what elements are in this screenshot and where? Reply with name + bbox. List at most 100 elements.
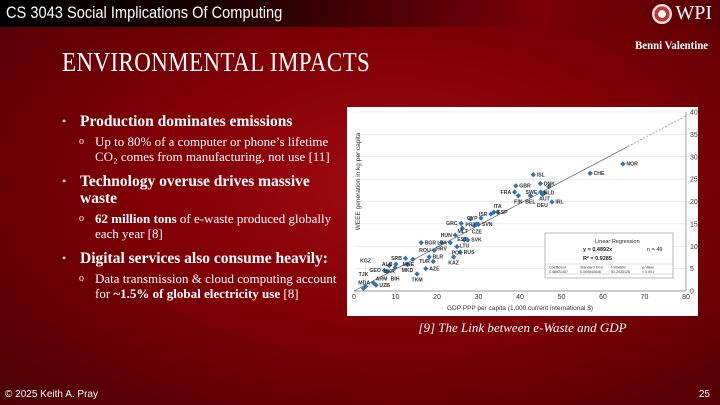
regression-n: n = 49 <box>647 247 662 253</box>
bullet-item: Technology overuse drives massive waste <box>62 173 342 207</box>
regression-value: < 0.001 <box>642 270 654 274</box>
point-label: NLD <box>544 190 555 196</box>
point-label: AUT <box>539 197 550 203</box>
data-point <box>414 271 420 277</box>
y-tick-label: 0 <box>690 289 694 296</box>
data-point <box>530 171 536 178</box>
point-label: POL <box>452 250 463 256</box>
y-tick-label: 25 <box>690 177 698 184</box>
point-label: SVN <box>482 222 493 228</box>
point-label: HUN <box>441 233 452 239</box>
point-label: TJK <box>359 272 369 278</box>
point-label: ISR <box>479 212 488 218</box>
x-tick-label: 10 <box>392 294 400 301</box>
sub-bullet-text: 62 million tons <box>95 211 177 226</box>
point-label: EST <box>457 237 468 243</box>
point-label: TUR <box>419 259 430 265</box>
point-label: CZE <box>472 230 483 236</box>
data-point <box>393 261 399 267</box>
wpi-logo-text: WPI <box>675 2 712 24</box>
data-point <box>620 161 626 167</box>
x-tick-label: 70 <box>641 294 649 301</box>
point-label: KGZ <box>360 258 372 264</box>
sub-bullet-marker-icon: o <box>79 273 84 284</box>
regression-header: Standard Error <box>580 266 604 270</box>
sub-bullet-text: Up to 80% of a computer or phone’s lifet… <box>95 134 330 164</box>
regression-line-extension <box>627 115 687 147</box>
point-label: MDA <box>358 281 370 287</box>
point-label: GEO <box>369 268 381 274</box>
regression-header: p-Value <box>642 266 654 270</box>
wpi-logo: WPI <box>652 2 712 25</box>
point-label: DNK <box>544 181 555 187</box>
x-tick-label: 20 <box>433 294 441 301</box>
x-tick-label: 30 <box>475 294 483 301</box>
x-tick-label: 40 <box>516 294 524 301</box>
point-label: SRB <box>391 256 402 262</box>
sub-bullet-item: o Up to 80% of a computer or phone’s life… <box>62 134 342 164</box>
data-point <box>426 254 432 260</box>
point-label: MNE <box>403 262 415 268</box>
regression-header: t-Statistic <box>611 266 626 270</box>
point-label: UZB <box>379 283 390 289</box>
sub-bullet-text: ~1.5% of global electricity use <box>113 286 281 301</box>
point-label: CYP <box>467 216 478 222</box>
sub-bullet-item: o Data transmission & cloud computing acc… <box>62 271 342 301</box>
x-tick-label: 0 <box>352 294 356 301</box>
point-label: BIH <box>391 276 400 282</box>
sub-bullet-text: [8] <box>280 286 299 301</box>
page-number: 25 <box>698 389 710 400</box>
author-name: Benni Valentine <box>635 38 708 52</box>
data-point <box>402 255 409 262</box>
sub-bullet-text: of e-waste produced globally each year [… <box>95 211 332 241</box>
point-label: SVK <box>471 238 482 244</box>
y-tick-label: 5 <box>690 266 694 273</box>
point-label: GRC <box>446 221 458 227</box>
point-label: ARM <box>376 276 388 282</box>
point-label: ROU <box>419 248 431 254</box>
data-point <box>549 199 555 205</box>
point-label: UKR <box>384 269 395 275</box>
regression-equation: y = 0.4892x <box>583 247 613 253</box>
data-point <box>423 265 429 272</box>
course-title: CS 3043 Social Implications Of Computing <box>6 3 283 22</box>
bullet-list: Production dominates emissions o Up to 80%… <box>62 113 342 310</box>
sub-bullet-marker-icon: o <box>79 213 84 224</box>
point-label: GBR <box>519 184 531 190</box>
point-label: NOR <box>626 162 638 168</box>
data-point <box>537 180 544 187</box>
data-point <box>471 222 478 229</box>
point-label: BGR <box>425 240 437 246</box>
scatter-chart: 0 5 10 15 20 25 30 35 40 0 10 20 30 40 50 60 70 80 GDP PPP… <box>352 110 698 313</box>
point-label: ITA <box>494 204 502 210</box>
point-label: LTU <box>460 244 470 250</box>
point-label: AZE <box>429 266 440 272</box>
point-label: LVA <box>437 240 447 246</box>
data-point <box>515 192 522 199</box>
point-label: PRT <box>465 223 476 229</box>
data-point <box>511 189 518 195</box>
point-label: FIN <box>514 199 523 205</box>
sub-bullet-text: Data transmission & cloud computing acco… <box>95 271 337 301</box>
regression-header: Coefficient <box>549 266 566 270</box>
top-banner <box>0 0 720 27</box>
data-point <box>450 254 457 260</box>
ewaste-gdp-chart: 0 5 10 15 20 25 30 35 40 0 10 20 30 40 50 60 70 80 GDP PPP… <box>347 107 698 316</box>
point-label: MLT <box>457 229 468 235</box>
chart-caption: [9] The Link between e-Waste and GDP <box>418 320 627 335</box>
point-label: CHE <box>594 171 605 177</box>
point-label: TKM <box>411 278 422 284</box>
y-tick-label: 30 <box>690 154 698 161</box>
x-tick-label: 50 <box>558 294 566 301</box>
x-tick-label: 80 <box>682 294 690 301</box>
data-point <box>587 170 593 176</box>
bullet-item: Digital services also consume heavily: <box>62 250 342 267</box>
data-point <box>447 239 453 246</box>
point-label: DEU <box>537 203 548 209</box>
point-label: BEL <box>525 199 536 205</box>
regression-box <box>544 232 674 279</box>
sub-bullet-marker-icon: o <box>79 136 84 147</box>
data-point <box>457 249 463 255</box>
point-label: ISL <box>537 172 546 178</box>
regression-line <box>353 146 629 292</box>
